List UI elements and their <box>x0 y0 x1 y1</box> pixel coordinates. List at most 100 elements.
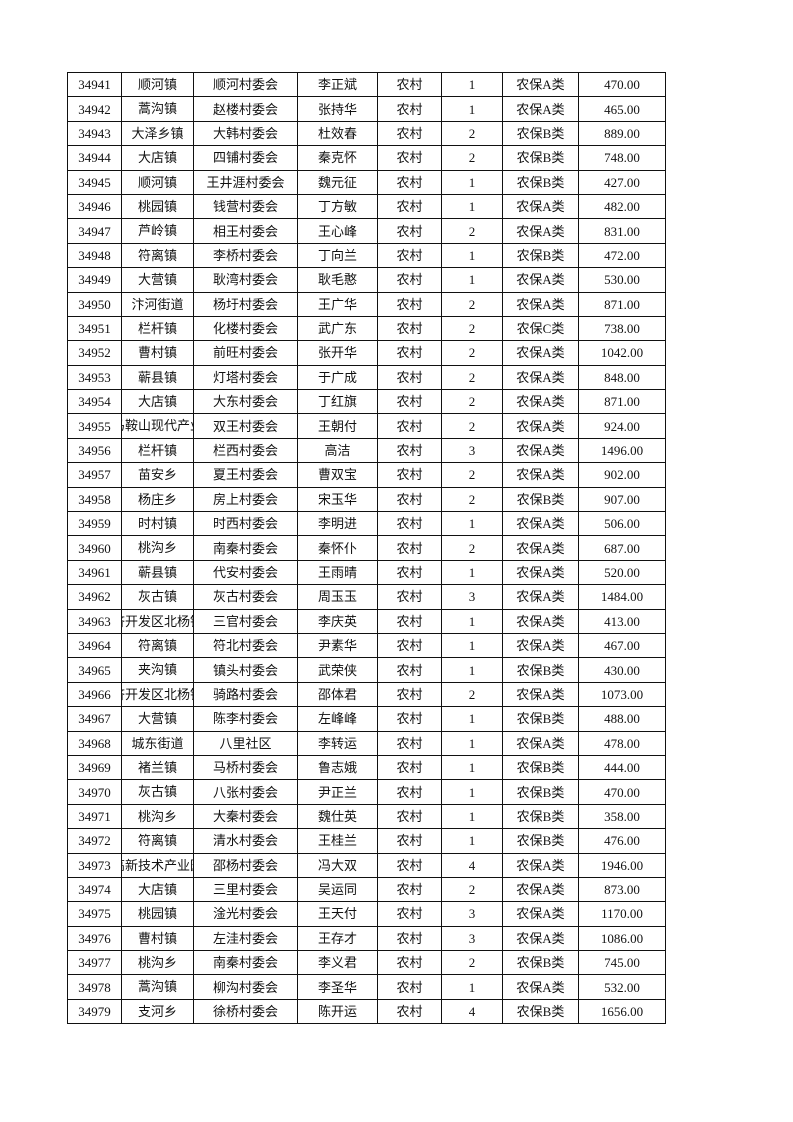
record-id-text: 34958 <box>78 491 111 507</box>
insurance-class-cell: 农保B类 <box>502 950 579 976</box>
amount-cell: 413.00 <box>578 608 666 634</box>
table-row: 34954 大店镇 大东村委会 丁红旗 农村 2 农保A类 871.00 <box>67 389 666 415</box>
amount-cell: 871.00 <box>578 291 666 317</box>
insurance-class-cell: 农保A类 <box>502 632 579 659</box>
village-text: 三里村委会 <box>212 882 278 898</box>
member-count-cell: 2 <box>441 462 503 488</box>
household-type-cell: 农村 <box>377 242 442 269</box>
household-type-text: 农村 <box>396 906 423 922</box>
member-count-cell: 2 <box>441 120 503 147</box>
village-cell: 夏王村委会 <box>193 462 298 488</box>
member-count-cell: 2 <box>441 681 503 708</box>
person-name-cell: 周玉玉 <box>297 584 378 610</box>
record-id-cell: 34948 <box>67 242 122 269</box>
member-count-cell: 4 <box>441 998 503 1025</box>
village-text: 化楼村委会 <box>212 321 278 337</box>
insurance-class-text: 农保B类 <box>516 247 565 263</box>
insurance-class-cell: 农保A类 <box>502 974 579 1000</box>
household-type-text: 农村 <box>396 296 423 312</box>
town-text: 大店镇 <box>137 394 178 410</box>
insurance-class-cell: 农保A类 <box>502 193 579 220</box>
table-row: 34968 城东街道 八里社区 李转运 农村 1 农保A类 478.00 <box>67 730 666 756</box>
town-text: 曹村镇 <box>137 345 178 361</box>
person-name-cell: 邵体君 <box>297 681 378 708</box>
insurance-class-cell: 农保A类 <box>502 681 579 708</box>
town-text: 褚兰镇 <box>137 759 178 775</box>
member-count-cell: 4 <box>441 852 503 878</box>
household-type-cell: 农村 <box>377 340 442 366</box>
insurance-class-cell: 农保B类 <box>502 779 579 805</box>
village-text: 马桥村委会 <box>212 760 278 776</box>
insurance-class-text: 农保A类 <box>516 516 565 532</box>
person-name-text: 宋玉华 <box>317 491 357 507</box>
person-name-text: 王桂兰 <box>317 833 357 849</box>
record-id-cell: 34976 <box>67 925 122 952</box>
person-name-text: 李圣华 <box>317 979 357 995</box>
amount-cell: 520.00 <box>578 559 666 586</box>
record-id-text: 34962 <box>78 589 111 605</box>
table-row: 34947 芦岭镇 相王村委会 王心峰 农村 2 农保A类 831.00 <box>67 218 666 244</box>
household-type-cell: 农村 <box>377 559 442 586</box>
table-row: 34971 桃沟乡 大秦村委会 魏仕英 农村 1 农保B类 358.00 <box>67 803 666 830</box>
member-count-cell: 3 <box>441 584 503 610</box>
town-text: 济开发区北杨镇 <box>123 686 193 702</box>
person-name-cell: 冯大双 <box>297 852 378 878</box>
household-type-text: 农村 <box>396 247 423 263</box>
record-id-text: 34945 <box>78 174 111 190</box>
insurance-class-cell: 农保A类 <box>502 218 579 244</box>
record-id-text: 34969 <box>78 760 111 776</box>
person-name-cell: 武广东 <box>297 315 378 342</box>
amount-cell: 848.00 <box>578 364 666 391</box>
record-id-text: 34970 <box>78 784 111 800</box>
village-text: 骑路村委会 <box>212 686 278 702</box>
record-id-cell: 34955 <box>67 413 122 439</box>
village-cell: 赵楼村委会 <box>193 96 298 122</box>
person-name-cell: 王广华 <box>297 291 378 317</box>
amount-text: 1656.00 <box>600 1004 644 1020</box>
member-count-cell: 3 <box>441 925 503 952</box>
table-row: 34973 高新技术产业园 邵杨村委会 冯大双 农村 4 农保A类 1946.00 <box>67 852 666 878</box>
member-count-cell: 2 <box>441 145 503 171</box>
insurance-class-text: 农保B类 <box>516 491 565 507</box>
amount-text: 687.00 <box>604 540 640 556</box>
insurance-class-text: 农保A类 <box>516 638 565 654</box>
village-text: 时西村委会 <box>212 516 278 532</box>
person-name-cell: 王存才 <box>297 925 378 952</box>
member-count-cell: 1 <box>441 169 503 195</box>
person-name-cell: 尹素华 <box>297 632 378 659</box>
amount-cell: 488.00 <box>578 706 666 732</box>
member-count-cell: 2 <box>441 218 503 244</box>
person-name-cell: 武荣侠 <box>297 657 378 683</box>
household-type-text: 农村 <box>396 174 423 190</box>
household-type-cell: 农村 <box>377 71 442 98</box>
town-text: 济开发区北杨镇 <box>123 613 193 629</box>
household-type-cell: 农村 <box>377 901 442 927</box>
record-id-cell: 34944 <box>67 145 122 171</box>
person-name-text: 高洁 <box>324 443 351 459</box>
household-type-cell: 农村 <box>377 96 442 122</box>
record-id-cell: 34979 <box>67 998 122 1025</box>
household-type-cell: 农村 <box>377 974 442 1000</box>
insurance-class-text: 农保A类 <box>516 979 565 995</box>
town-cell: 蕲县镇 <box>121 559 194 586</box>
person-name-cell: 丁向兰 <box>297 242 378 269</box>
record-id-cell: 34958 <box>67 486 122 513</box>
amount-cell: 738.00 <box>578 315 666 342</box>
amount-text: 476.00 <box>604 833 640 849</box>
record-id-cell: 34962 <box>67 584 122 610</box>
village-text: 淦光村委会 <box>212 906 278 922</box>
amount-text: 848.00 <box>604 369 640 385</box>
town-text: 曹村镇 <box>137 930 178 946</box>
town-cell: 大泽乡镇 <box>121 120 194 147</box>
person-name-text: 王存才 <box>317 930 357 946</box>
member-count-text: 2 <box>468 540 476 556</box>
member-count-text: 2 <box>468 467 476 483</box>
person-name-text: 王心峰 <box>317 223 357 239</box>
amount-cell: 889.00 <box>578 120 666 147</box>
amount-text: 871.00 <box>604 394 640 410</box>
household-type-text: 农村 <box>396 833 423 849</box>
person-name-text: 张持华 <box>317 101 357 117</box>
village-cell: 杨圩村委会 <box>193 291 298 317</box>
household-type-cell: 农村 <box>377 218 442 244</box>
record-id-cell: 34951 <box>67 315 122 342</box>
